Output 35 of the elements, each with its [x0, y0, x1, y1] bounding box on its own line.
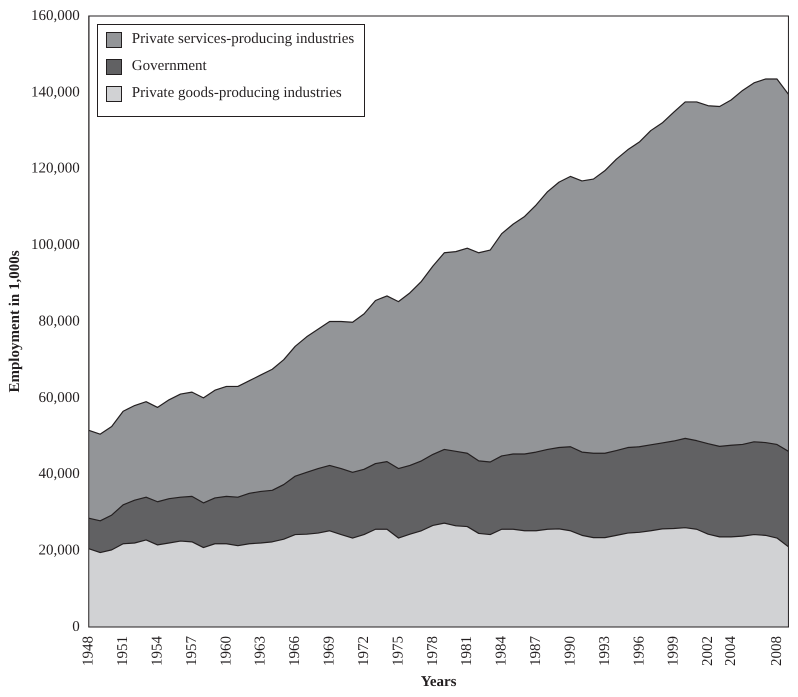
x-tick-label: 1972 — [356, 636, 372, 666]
legend-label: Government — [132, 58, 207, 75]
x-tick-label: 1966 — [287, 636, 304, 666]
x-tick-label: 1993 — [596, 636, 613, 666]
legend-label: Private goods-producing industries — [132, 85, 342, 102]
y-tick-label: 100,000 — [31, 237, 80, 254]
y-tick-label: 160,000 — [31, 8, 80, 24]
x-tick-label: 1999 — [666, 636, 682, 666]
y-tick-label: 60,000 — [38, 390, 80, 406]
x-tick-label: 1951 — [115, 636, 132, 666]
y-axis-title: Employment in 1,000s — [6, 250, 23, 393]
y-tick-label: 20,000 — [38, 542, 80, 559]
y-tick-label: 80,000 — [38, 313, 80, 330]
x-axis-title: Years — [420, 674, 457, 690]
x-tick-label: 1960 — [218, 636, 234, 666]
x-tick-label: 1975 — [390, 636, 406, 666]
legend-label: Private services-producing industries — [132, 31, 354, 48]
x-tick-label: 1957 — [184, 636, 200, 666]
x-tick-label: 1978 — [424, 636, 441, 666]
y-tick-label: 0 — [72, 618, 80, 635]
x-tick-label: 1969 — [322, 636, 338, 666]
y-tick-label: 120,000 — [31, 160, 80, 177]
x-tick-label: 1990 — [562, 636, 578, 666]
x-tick-label: 1987 — [528, 636, 544, 666]
x-tick-label: 1954 — [150, 636, 166, 666]
x-tick-label: 1963 — [252, 636, 269, 666]
x-tick-label: 1981 — [459, 636, 476, 666]
x-tick-label: 1996 — [631, 636, 648, 666]
x-tick-label: 2008 — [768, 636, 785, 666]
x-tick-label: 2004 — [723, 636, 740, 666]
x-tick-label: 2002 — [700, 636, 716, 666]
y-tick-label: 40,000 — [38, 466, 80, 482]
y-tick-label: 140,000 — [31, 84, 80, 100]
x-tick-label: 1984 — [494, 636, 510, 666]
x-tick-label: 1948 — [80, 636, 97, 666]
